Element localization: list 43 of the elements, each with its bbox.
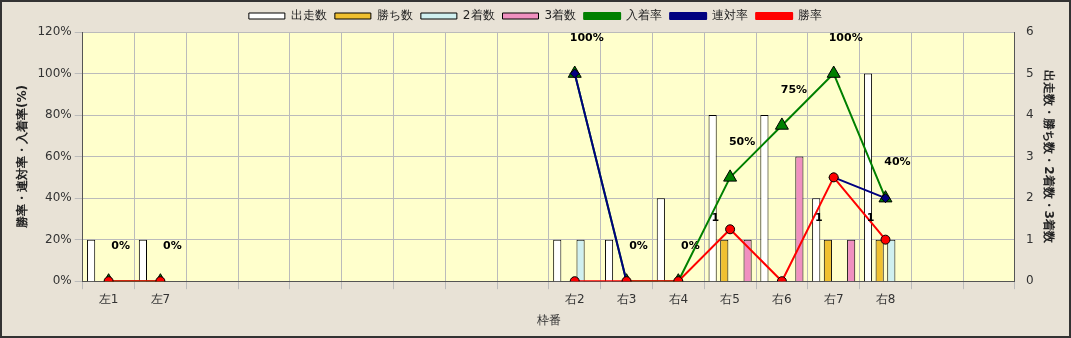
y-tick-label: 100% xyxy=(37,65,72,80)
x-tick-label: 右6 xyxy=(772,291,792,306)
x-tick-label: 右3 xyxy=(616,291,637,306)
y2-tick-label: 2 xyxy=(1025,190,1034,205)
legend-label: 3着数 xyxy=(544,8,577,23)
y-tick-label: 20% xyxy=(45,231,72,246)
x-tick-label: 右2 xyxy=(564,291,585,306)
data-label: 1 xyxy=(711,211,720,225)
legend-label: 出走数 xyxy=(290,8,327,23)
legend-label: 勝ち数 xyxy=(376,8,413,23)
y2-axis-title: 出走数・勝ち数・2着数・3着数 xyxy=(1041,70,1056,244)
y2-tick-label: 5 xyxy=(1025,65,1034,80)
y-tick-label: 40% xyxy=(45,190,72,205)
y-tick-label: 80% xyxy=(45,107,72,122)
x-axis-title: 枠番 xyxy=(535,312,561,327)
y-axis-title: 勝率・連対率・入着率(%) xyxy=(15,85,30,230)
y2-tick-label: 3 xyxy=(1025,148,1034,163)
data-label: 0% xyxy=(163,238,182,252)
data-label: 0% xyxy=(111,238,130,252)
y2-tick-label: 0 xyxy=(1025,273,1034,288)
y-tick-label: 120% xyxy=(37,24,72,39)
y-tick-label: 0% xyxy=(52,273,72,288)
x-tick-label: 右7 xyxy=(823,291,844,306)
y2-tick-label: 4 xyxy=(1025,107,1034,122)
y2-tick-label: 1 xyxy=(1025,231,1034,246)
x-tick-label: 左1 xyxy=(98,291,119,306)
data-label: 100% xyxy=(828,30,863,44)
data-label: 75% xyxy=(780,82,808,96)
data-label: 0% xyxy=(629,238,648,252)
data-label: 40% xyxy=(884,155,911,169)
data-label: 50% xyxy=(728,134,756,148)
x-tick-label: 右4 xyxy=(668,291,689,306)
y-tick-label: 60% xyxy=(45,148,72,163)
x-tick-label: 左7 xyxy=(150,291,171,306)
legend-label: 2着数 xyxy=(462,8,495,23)
y2-tick-label: 6 xyxy=(1025,24,1034,39)
legend-label: 勝率 xyxy=(798,8,823,23)
data-label: 1 xyxy=(815,211,823,225)
legend-label: 連対率 xyxy=(712,8,749,23)
legend-label: 入着率 xyxy=(626,8,663,23)
data-label: 100% xyxy=(569,30,604,44)
x-tick-label: 右8 xyxy=(875,291,896,306)
x-tick-label: 右5 xyxy=(720,291,740,306)
